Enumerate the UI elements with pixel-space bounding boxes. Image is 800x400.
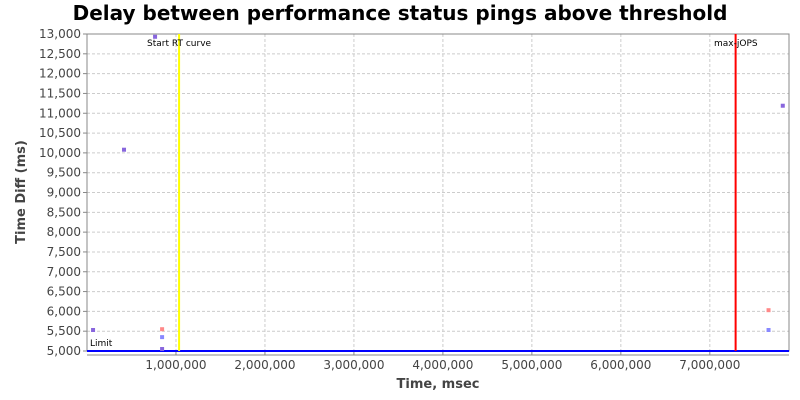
x-axis-label: Time, msec (397, 377, 480, 392)
limit-label: Limit (90, 339, 113, 349)
x-tick-label: 5,000,000 (501, 358, 562, 372)
y-tick-label: 10,000 (39, 146, 81, 160)
y-tick-label: 7,000 (47, 265, 81, 279)
x-tick-label: 6,000,000 (590, 358, 651, 372)
data-point (160, 335, 165, 340)
y-tick-label: 12,500 (39, 47, 81, 61)
grid (87, 33, 789, 352)
y-tick-label: 8,000 (47, 225, 81, 239)
y-tick-label: 11,500 (39, 86, 81, 100)
y-axis-label: Time Diff (ms) (14, 140, 29, 244)
data-point (153, 34, 158, 39)
x-tick-label: 1,000,000 (145, 358, 206, 372)
y-axis: 5,000 5,500 6,000 6,500 7,000 7,500 8,000 8,500… (39, 27, 87, 358)
y-tick-label: 11,000 (39, 106, 81, 120)
data-point (766, 327, 771, 332)
data-point (160, 327, 165, 332)
y-tick-label: 6,000 (47, 304, 81, 318)
y-tick-label: 13,000 (39, 27, 81, 41)
y-tick-label: 5,000 (47, 344, 81, 358)
data-point (122, 147, 127, 152)
y-tick-label: 9,500 (47, 166, 81, 180)
x-tick-label: 4,000,000 (412, 358, 473, 372)
marker-label: max-jOPS (714, 39, 758, 49)
y-tick-label: 9,000 (47, 186, 81, 200)
y-tick-label: 8,500 (47, 205, 81, 219)
series: Limit Start RT curve max-jOPS (87, 34, 789, 352)
chart-title: Delay between performance status pings a… (73, 1, 728, 25)
x-tick-label: 7,000,000 (679, 358, 740, 372)
data-point (160, 347, 165, 352)
data-point (91, 327, 96, 332)
data-point (766, 308, 771, 313)
y-tick-label: 7,500 (47, 245, 81, 259)
data-point (780, 103, 785, 108)
y-tick-label: 12,000 (39, 67, 81, 81)
y-tick-label: 10,500 (39, 126, 81, 140)
y-tick-label: 6,500 (47, 285, 81, 299)
x-tick-label: 2,000,000 (234, 358, 295, 372)
y-tick-label: 5,500 (47, 324, 81, 338)
marker-label: Start RT curve (147, 39, 211, 49)
x-axis: 1,000,000 2,000,000 3,000,000 4,000,000 5,00… (87, 351, 789, 372)
x-tick-label: 3,000,000 (323, 358, 384, 372)
